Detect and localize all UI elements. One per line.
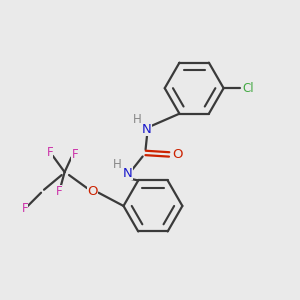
Text: F: F (56, 185, 62, 198)
Text: N: N (142, 123, 152, 136)
Text: O: O (172, 148, 183, 161)
Text: F: F (72, 148, 78, 161)
Text: O: O (87, 185, 98, 198)
Text: H: H (113, 158, 122, 171)
Text: F: F (46, 146, 53, 159)
Text: H: H (133, 113, 142, 127)
Text: F: F (22, 202, 28, 215)
Text: N: N (123, 167, 133, 180)
Text: Cl: Cl (243, 82, 254, 95)
